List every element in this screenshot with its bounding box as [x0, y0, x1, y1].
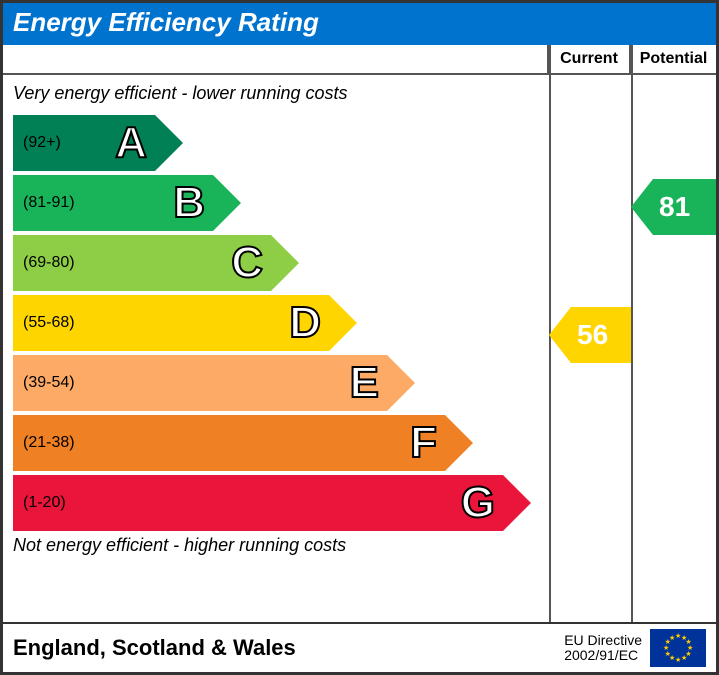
chart-title: Energy Efficiency Rating: [13, 7, 319, 37]
column-divider-potential: [631, 45, 633, 622]
band-range-label: (81-91): [23, 194, 75, 212]
eu-star-icon: ★: [681, 654, 687, 662]
bands-list: (92+) A (81-91) B (69-80) C (55-68) D (39-54) E (2…: [3, 115, 549, 531]
band-letter-label: A: [115, 118, 147, 168]
current-marker-arrow: [549, 307, 571, 363]
bands-area: Very energy efficient - lower running co…: [3, 75, 549, 622]
epc-rating-chart: Energy Efficiency Rating Current Potenti…: [0, 0, 719, 675]
band-arrow: [155, 115, 183, 171]
band-letter-label: F: [410, 418, 437, 468]
band-arrow: [329, 295, 357, 351]
band-f: (21-38) F: [13, 415, 445, 471]
band-bar: (81-91) B: [13, 175, 213, 231]
chart-content: Current Potential Very energy efficient …: [3, 45, 716, 622]
current-rating-marker: 56: [549, 307, 631, 363]
potential-column-header: Potential: [631, 45, 716, 75]
potential-marker-arrow: [631, 179, 653, 235]
current-column-header: Current: [549, 45, 631, 75]
band-e: (39-54) E: [13, 355, 387, 411]
band-arrow: [445, 415, 473, 471]
directive-line2: 2002/91/EC: [564, 648, 642, 663]
chart-column-header: [3, 45, 549, 75]
eu-star-icon: ★: [675, 656, 681, 664]
band-range-label: (39-54): [23, 374, 75, 392]
band-c: (69-80) C: [13, 235, 271, 291]
band-letter-label: E: [350, 358, 379, 408]
eu-flag-icon: ★★★★★★★★★★★★: [650, 629, 706, 667]
footer: England, Scotland & Wales EU Directive 2…: [3, 622, 716, 672]
band-range-label: (1-20): [23, 494, 66, 512]
band-bar: (69-80) C: [13, 235, 271, 291]
title-bar: Energy Efficiency Rating: [3, 3, 716, 45]
band-arrow: [213, 175, 241, 231]
band-letter-label: B: [173, 178, 205, 228]
directive-line1: EU Directive: [564, 633, 642, 648]
band-arrow: [387, 355, 415, 411]
band-arrow: [503, 475, 531, 531]
current-marker-body: 56: [571, 307, 631, 363]
band-bar: (1-20) G: [13, 475, 503, 531]
band-letter-label: C: [231, 238, 263, 288]
band-letter-label: D: [289, 298, 321, 348]
potential-rating-value: 81: [659, 191, 690, 223]
band-range-label: (92+): [23, 134, 61, 152]
eu-directive-text: EU Directive 2002/91/EC: [564, 633, 642, 664]
caption-top: Very energy efficient - lower running co…: [3, 83, 549, 111]
band-b: (81-91) B: [13, 175, 213, 231]
band-range-label: (55-68): [23, 314, 75, 332]
footer-region: England, Scotland & Wales: [13, 635, 296, 661]
footer-right: EU Directive 2002/91/EC ★★★★★★★★★★★★: [564, 629, 706, 667]
band-bar: (21-38) F: [13, 415, 445, 471]
band-g: (1-20) G: [13, 475, 503, 531]
band-bar: (39-54) E: [13, 355, 387, 411]
current-rating-value: 56: [577, 319, 608, 351]
band-bar: (92+) A: [13, 115, 155, 171]
band-d: (55-68) D: [13, 295, 329, 351]
band-letter-label: G: [461, 478, 495, 528]
band-arrow: [271, 235, 299, 291]
band-bar: (55-68) D: [13, 295, 329, 351]
band-a: (92+) A: [13, 115, 155, 171]
caption-bottom: Not energy efficient - higher running co…: [3, 535, 549, 563]
potential-rating-marker: 81: [631, 179, 716, 235]
potential-marker-body: 81: [653, 179, 716, 235]
band-range-label: (69-80): [23, 254, 75, 272]
eu-star-icon: ★: [669, 634, 675, 642]
band-range-label: (21-38): [23, 434, 75, 452]
